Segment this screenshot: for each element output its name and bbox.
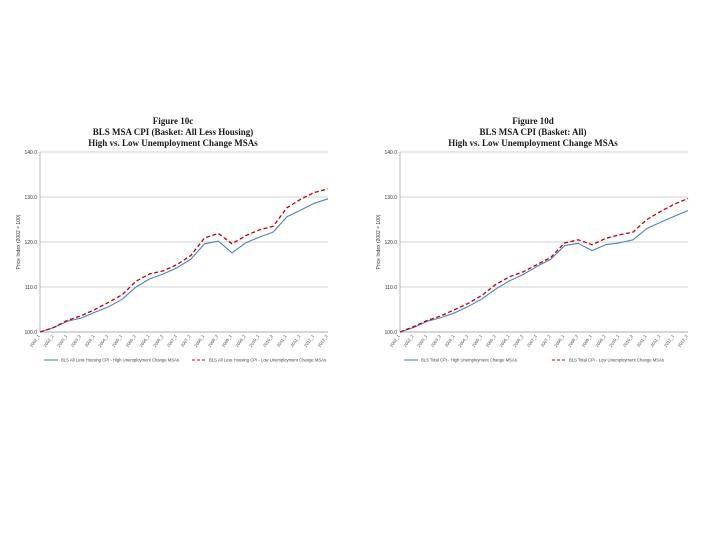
x-tick-label: 2006_2 <box>512 333 524 348</box>
line-chart-10c: 100.0 110.0 120.0 130.0 140.0 Price Index (20… <box>16 150 329 363</box>
y-tick-label: 130.0 <box>24 195 37 201</box>
x-tick-label: 2006_1 <box>498 333 510 348</box>
legend-label: BLS All Less Housing CPI - Low Unemploym… <box>209 358 326 363</box>
x-tick-label: 2009_2 <box>594 333 606 348</box>
y-axis-label: Price Index (2002 = 100) <box>16 214 22 269</box>
series-line-high <box>399 209 689 333</box>
y-tick-label: 120.0 <box>384 240 397 246</box>
y-tick-label: 100.0 <box>384 330 397 336</box>
y-tick-label: 100.0 <box>24 330 37 336</box>
chart-title: Figure 10c <box>152 116 194 126</box>
x-tick-label: 2004_2 <box>97 333 109 348</box>
x-tick-label: 2002_2 <box>402 333 414 348</box>
series-line-low <box>39 188 329 333</box>
legend-label: BLS Total CPI - High Unemployment Change… <box>421 358 517 363</box>
x-tick-label: 2008_2 <box>567 333 579 348</box>
chart-subtitle-comparison: High vs. Low Unemployment Change MSAs <box>88 138 258 148</box>
x-tick-label: 2003_2 <box>430 333 442 348</box>
x-tick-label: 2010_1 <box>248 333 260 348</box>
x-tick-label: 2005_2 <box>125 333 137 348</box>
x-tick-label: 2002_2 <box>42 333 54 348</box>
x-tick-label: 2008_1 <box>193 333 205 348</box>
x-tick-label: 2012_2 <box>677 333 689 348</box>
x-tick-label: 2006_2 <box>152 333 164 348</box>
x-tick-label: 2004_2 <box>457 333 469 348</box>
legend-label: BLS Total CPI - Low Unemployment Change … <box>569 358 664 363</box>
x-tick-label: 2003_1 <box>56 333 68 348</box>
chart-title: Figure 10d <box>512 116 554 126</box>
series-line-low <box>399 197 689 333</box>
chart-subtitle-basket: BLS MSA CPI (Basket: All) <box>479 127 587 137</box>
x-tick-label: 2003_2 <box>70 333 82 348</box>
legend-label: BLS All Less Housing CPI - High Unemploy… <box>61 358 179 363</box>
x-tick-label: 2011_2 <box>289 333 301 348</box>
y-tick-label: 110.0 <box>385 285 397 291</box>
y-tick-label: 110.0 <box>25 285 37 291</box>
x-tick-label: 2005_1 <box>111 333 123 348</box>
x-tick-label: 2007_2 <box>540 333 552 348</box>
x-tick-label: 2011_2 <box>649 333 661 348</box>
x-tick-label: 2005_2 <box>485 333 497 348</box>
y-axis-label: Price Index (2002 = 100) <box>376 214 382 269</box>
chart-subtitle-basket: BLS MSA CPI (Basket: All Less Housing) <box>92 127 254 137</box>
y-tick-label: 120.0 <box>24 240 37 246</box>
x-tick-label: 2007_1 <box>526 333 538 348</box>
x-tick-label: 2009_1 <box>221 333 233 348</box>
x-tick-label: 2006_1 <box>138 333 150 348</box>
x-tick-label: 2012_1 <box>663 333 675 348</box>
x-tick-label: 2011_1 <box>276 333 288 348</box>
x-tick-label: 2008_1 <box>553 333 565 348</box>
x-tick-label: 2004_1 <box>84 333 96 348</box>
x-tick-label: 2004_1 <box>444 333 456 348</box>
x-tick-label: 2003_1 <box>416 333 428 348</box>
x-tick-label: 2009_1 <box>581 333 593 348</box>
y-tick-label: 130.0 <box>384 195 397 201</box>
chart-figure-10d: Figure 10d BLS MSA CPI (Basket: All) Hig… <box>368 112 698 372</box>
x-tick-label: 2010_2 <box>262 333 274 348</box>
x-tick-label: 2007_2 <box>180 333 192 348</box>
x-tick-label: 2009_2 <box>234 333 246 348</box>
x-tick-label: 2010_1 <box>608 333 620 348</box>
x-tick-label: 2005_1 <box>471 333 483 348</box>
x-tick-label: 2008_2 <box>207 333 219 348</box>
x-tick-label: 2012_1 <box>303 333 315 348</box>
y-tick-label: 140.0 <box>24 150 37 156</box>
chart-figure-10c: Figure 10c BLS MSA CPI (Basket: All Less… <box>8 112 338 372</box>
chart-subtitle-comparison: High vs. Low Unemployment Change MSAs <box>448 138 618 148</box>
y-tick-label: 140.0 <box>384 150 397 156</box>
line-chart-10d: 100.0 110.0 120.0 130.0 140.0 Price Index (20… <box>376 150 689 363</box>
x-tick-label: 2011_1 <box>636 333 648 348</box>
x-tick-label: 2012_2 <box>317 333 329 348</box>
series-line-high <box>39 198 329 333</box>
x-tick-label: 2007_1 <box>166 333 178 348</box>
x-tick-label: 2010_2 <box>622 333 634 348</box>
